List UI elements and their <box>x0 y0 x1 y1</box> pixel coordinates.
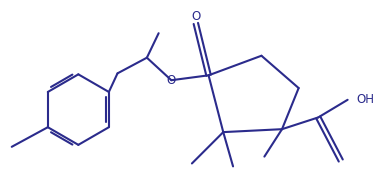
Text: O: O <box>167 74 176 87</box>
Text: O: O <box>191 10 200 23</box>
Text: OH: OH <box>356 93 374 106</box>
